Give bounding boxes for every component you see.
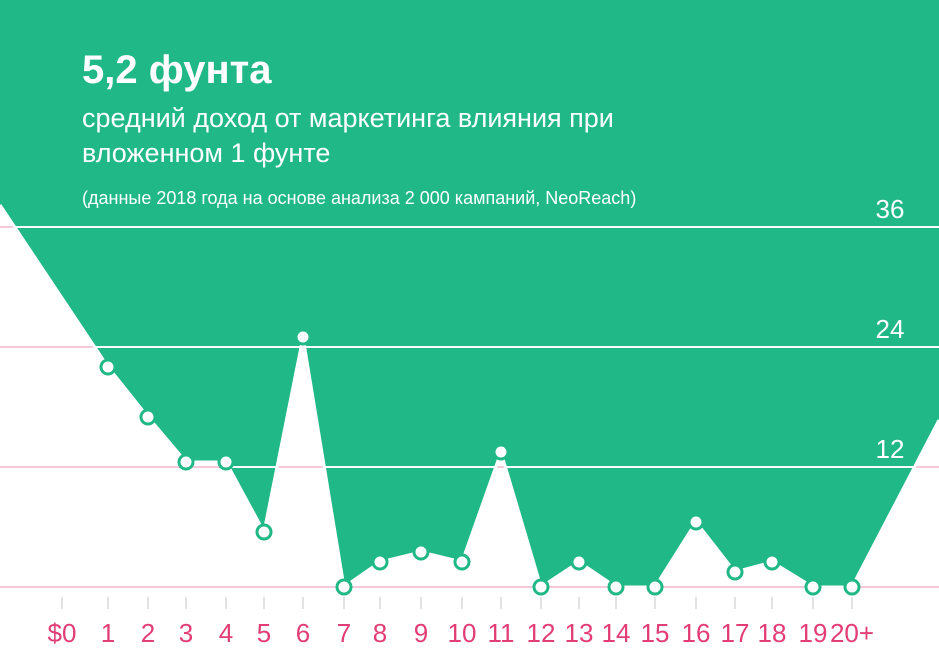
y-tick-label-12: 12 bbox=[876, 434, 905, 464]
x-tick-label-3: 3 bbox=[179, 618, 193, 648]
subtitle: средний доход от маркетинга влияния при … bbox=[82, 103, 614, 168]
x-tick-label-20+: 20+ bbox=[830, 618, 874, 648]
x-tick-label-14: 14 bbox=[602, 618, 631, 648]
source-note: (данные 2018 года на основе анализа 2 00… bbox=[82, 188, 637, 208]
data-point-20+ bbox=[843, 578, 861, 596]
data-point-2 bbox=[139, 408, 157, 426]
data-point-17 bbox=[726, 563, 744, 581]
data-point-10 bbox=[453, 553, 471, 571]
data-point-5 bbox=[255, 523, 273, 541]
x-tick-label-15: 15 bbox=[641, 618, 670, 648]
data-point-8 bbox=[371, 553, 389, 571]
data-point-4 bbox=[217, 453, 235, 471]
x-tick-label-18: 18 bbox=[758, 618, 787, 648]
data-point-7 bbox=[335, 578, 353, 596]
y-tick-label-36: 36 bbox=[876, 194, 905, 224]
data-point-6 bbox=[294, 328, 312, 346]
data-point-3 bbox=[177, 453, 195, 471]
data-point-9 bbox=[412, 543, 430, 561]
x-tick-label-11: 11 bbox=[488, 618, 515, 648]
headline: 5,2 фунта bbox=[82, 48, 272, 92]
x-tick-label-7: 7 bbox=[337, 618, 351, 648]
data-point-18 bbox=[763, 553, 781, 571]
x-tick-label-4: 4 bbox=[219, 618, 233, 648]
data-point-12 bbox=[532, 578, 550, 596]
x-tick-label-17: 17 bbox=[721, 618, 750, 648]
data-point-14 bbox=[607, 578, 625, 596]
x-tick-label-16: 16 bbox=[682, 618, 711, 648]
x-tick-label-12: 12 bbox=[527, 618, 556, 648]
data-point-16 bbox=[687, 513, 705, 531]
series-line bbox=[0, 204, 939, 589]
x-tick-label-8: 8 bbox=[373, 618, 387, 648]
data-point-11 bbox=[492, 443, 510, 461]
x-tick-label-10: 10 bbox=[448, 618, 477, 648]
data-point-19 bbox=[804, 578, 822, 596]
y-tick-label-0: 0 bbox=[883, 554, 897, 584]
x-tick-label-9: 9 bbox=[414, 618, 428, 648]
x-tick-label-13: 13 bbox=[565, 618, 594, 648]
x-tick-label-6: 6 bbox=[296, 618, 310, 648]
area-fill bbox=[0, 0, 939, 587]
y-tick-label-24: 24 bbox=[876, 314, 905, 344]
x-tick-label-19: 19 bbox=[799, 618, 828, 648]
data-point-15 bbox=[646, 578, 664, 596]
data-point-1 bbox=[99, 358, 117, 376]
x-tick-label-1: 1 bbox=[101, 618, 115, 648]
data-point-13 bbox=[570, 553, 588, 571]
x-tick-label-2: 2 bbox=[141, 618, 155, 648]
x-tick-label-$0: $0 bbox=[48, 618, 77, 648]
x-tick-label-5: 5 bbox=[257, 618, 271, 648]
